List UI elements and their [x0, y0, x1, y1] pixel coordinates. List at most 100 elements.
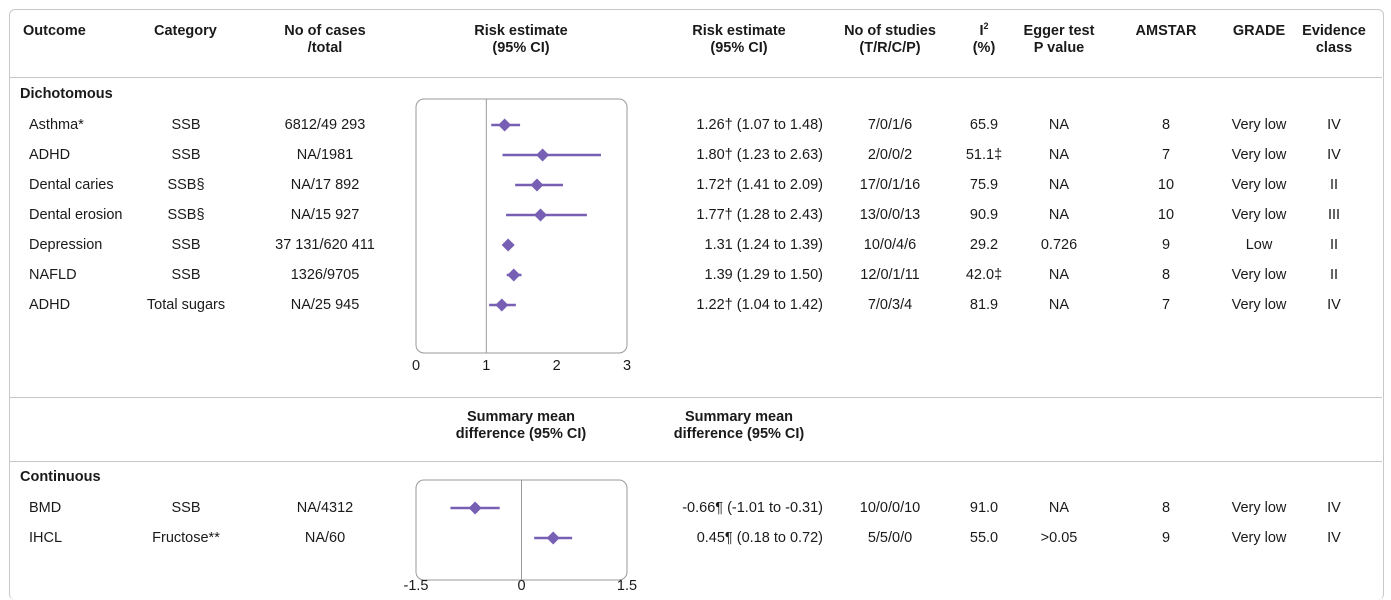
header-category: Category	[154, 23, 217, 39]
cell-grade: Low	[1245, 237, 1273, 253]
cell-i2: 51.1‡	[965, 147, 1003, 163]
cell-category: Fructose**	[152, 530, 220, 546]
cell-outcome: BMD	[29, 500, 62, 516]
tick-label: 3	[623, 358, 631, 374]
cell-category: SSB	[171, 147, 201, 163]
cell-grade: Very low	[1231, 117, 1287, 133]
header-grade: GRADE	[1232, 23, 1286, 39]
header2-estimate-2: difference (95% CI)	[673, 426, 805, 442]
tick-label: 1	[482, 358, 490, 374]
header-egger-2: P value	[1033, 40, 1085, 56]
cell-evidence: II	[1329, 237, 1339, 253]
header-i2-2: (%)	[972, 40, 996, 56]
cell-studies: 17/0/1/16	[859, 177, 921, 193]
header-divider	[10, 77, 1382, 78]
cell-estimate: 1.31 (1.24 to 1.39)	[704, 237, 824, 253]
cell-grade: Very low	[1231, 500, 1287, 516]
cell-estimate: 1.72† (1.41 to 2.09)	[696, 177, 823, 193]
cell-category: SSB	[171, 117, 201, 133]
cell-studies: 2/0/0/2	[867, 147, 913, 163]
cell-category: SSB	[171, 267, 201, 283]
estimate-marker	[498, 118, 512, 132]
cell-amstar: 7	[1161, 297, 1171, 313]
estimate-marker	[533, 208, 547, 222]
cell-category: SSB§	[167, 177, 205, 193]
cell-studies: 10/0/0/10	[859, 500, 921, 516]
cell-i2: 81.9	[969, 297, 999, 313]
header2-plot-2: difference (95% CI)	[455, 426, 587, 442]
cell-evidence: II	[1329, 267, 1339, 283]
cell-i2: 42.0‡	[965, 267, 1003, 283]
cell-evidence: IV	[1327, 117, 1341, 133]
cell-amstar: 8	[1161, 500, 1171, 516]
cell-outcome: NAFLD	[29, 267, 77, 283]
cell-egger: NA	[1048, 147, 1070, 163]
cell-grade: Very low	[1231, 207, 1287, 223]
cell-egger: NA	[1048, 500, 1070, 516]
cell-grade: Very low	[1231, 530, 1287, 546]
cell-amstar: 10	[1157, 177, 1175, 193]
cell-studies: 12/0/1/11	[860, 267, 920, 283]
cell-egger: >0.05	[1040, 530, 1078, 546]
cell-outcome: Depression	[29, 237, 103, 253]
cell-studies: 5/5/0/0	[867, 530, 913, 546]
cell-amstar: 9	[1161, 237, 1171, 253]
cell-evidence: IV	[1327, 147, 1341, 163]
cell-cases: NA/60	[304, 530, 346, 546]
cell-i2: 29.2	[969, 237, 999, 253]
header-outcome: Outcome	[23, 23, 86, 39]
tick-label: 2	[553, 358, 561, 374]
cell-outcome: Dental caries	[29, 177, 114, 193]
estimate-marker	[501, 238, 515, 252]
cell-i2: 91.0	[969, 500, 999, 516]
cell-egger: NA	[1048, 207, 1070, 223]
cell-grade: Very low	[1231, 147, 1287, 163]
cell-evidence: III	[1327, 207, 1341, 223]
cell-amstar: 9	[1161, 530, 1171, 546]
cell-i2: 90.9	[969, 207, 999, 223]
cell-amstar: 7	[1161, 147, 1171, 163]
cell-cases: NA/25 945	[290, 297, 360, 313]
header-estimate-2: (95% CI)	[710, 40, 768, 56]
cell-outcome: Asthma*	[29, 117, 84, 133]
cell-cases: 1326/9705	[290, 267, 360, 283]
estimate-marker	[546, 531, 560, 545]
header-studies-1: No of studies	[844, 23, 936, 39]
header-cases-1: No of cases	[284, 23, 366, 39]
cell-cases: 6812/49 293	[284, 117, 366, 133]
header-plot-2: (95% CI)	[492, 40, 550, 56]
cell-evidence: II	[1329, 177, 1339, 193]
cell-grade: Very low	[1231, 177, 1287, 193]
cell-outcome: IHCL	[29, 530, 63, 546]
header2-estimate-1: Summary mean	[685, 409, 793, 425]
cell-category: SSB	[171, 237, 201, 253]
cell-estimate: 1.22† (1.04 to 1.42)	[696, 297, 823, 313]
cell-studies: 13/0/0/13	[859, 207, 921, 223]
cell-egger: 0.726	[1040, 237, 1078, 253]
cell-egger: NA	[1048, 267, 1070, 283]
tick-label: 1.5	[617, 578, 637, 594]
cell-category: SSB§	[167, 207, 205, 223]
cell-studies: 10/0/4/6	[863, 237, 917, 253]
cell-i2: 55.0	[969, 530, 999, 546]
header-cases-2: /total	[307, 40, 343, 56]
header-estimate-1: Risk estimate	[692, 23, 786, 39]
cell-category: Total sugars	[146, 297, 226, 313]
cell-amstar: 8	[1161, 267, 1171, 283]
header-i2-sup: 2	[983, 21, 989, 31]
cell-cases: NA/17 892	[290, 177, 360, 193]
header-studies-2: (T/R/C/P)	[859, 40, 921, 56]
table-frame	[9, 9, 1384, 600]
cell-estimate: -0.66¶ (-1.01 to -0.31)	[682, 500, 823, 516]
cell-estimate: 0.45¶ (0.18 to 0.72)	[696, 530, 823, 546]
cell-grade: Very low	[1231, 267, 1287, 283]
cell-egger: NA	[1048, 117, 1070, 133]
header-plot-1: Risk estimate	[474, 23, 568, 39]
header-evidence-2: class	[1315, 40, 1353, 56]
cell-estimate: 1.80† (1.23 to 2.63)	[696, 147, 823, 163]
section-divider	[10, 397, 1382, 398]
estimate-marker	[468, 501, 482, 515]
tick-label: -1.5	[404, 578, 429, 594]
cell-evidence: IV	[1327, 297, 1341, 313]
